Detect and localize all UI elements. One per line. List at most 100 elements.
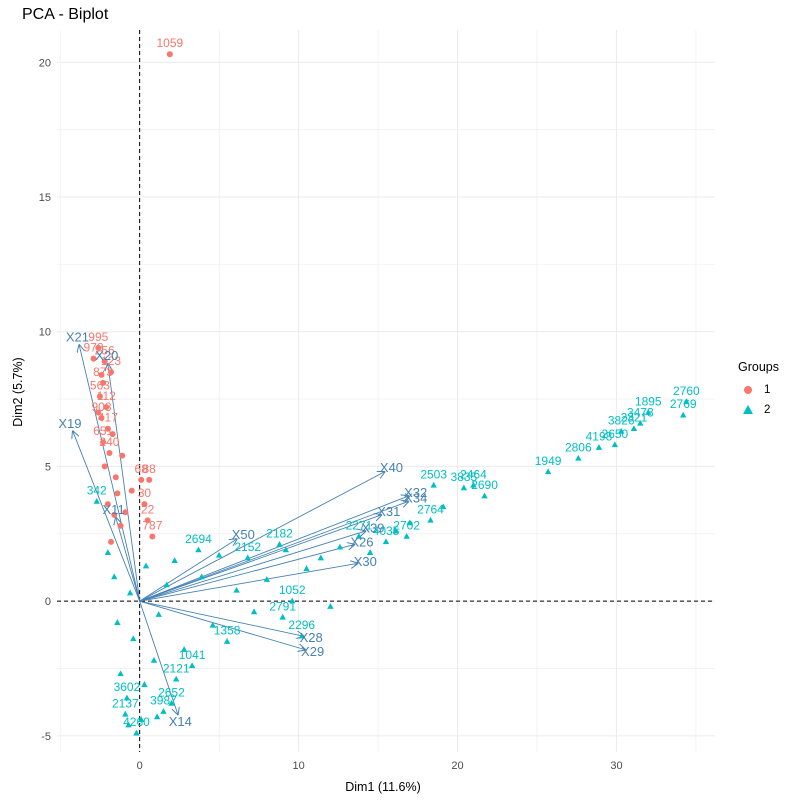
data-point bbox=[680, 411, 687, 418]
data-point bbox=[133, 729, 140, 736]
point-label: 2271 bbox=[346, 518, 373, 532]
data-point bbox=[630, 425, 638, 432]
point-label: 2464 bbox=[460, 467, 487, 481]
legend-title: Groups bbox=[738, 360, 779, 374]
variable-arrow bbox=[139, 472, 385, 602]
data-point bbox=[117, 670, 124, 677]
point-label: 1358 bbox=[214, 624, 241, 638]
point-label: 2296 bbox=[288, 618, 315, 632]
variable-label: X21 bbox=[66, 329, 89, 344]
data-point bbox=[144, 517, 151, 524]
data-point bbox=[141, 681, 148, 687]
variable-label: X28 bbox=[300, 630, 323, 645]
data-point bbox=[104, 425, 111, 432]
point-label: 2769 bbox=[670, 397, 697, 411]
point-label: 4198 bbox=[586, 430, 613, 444]
data-point bbox=[90, 355, 97, 362]
point-label: 1052 bbox=[279, 583, 306, 597]
data-point bbox=[100, 379, 107, 386]
point-label: 873 bbox=[93, 365, 113, 379]
data-point bbox=[98, 414, 105, 421]
data-point bbox=[112, 474, 119, 481]
variable-label: X30 bbox=[354, 554, 377, 569]
variable-arrow bbox=[139, 539, 237, 602]
data-point bbox=[166, 51, 173, 58]
variable-arrow bbox=[139, 515, 382, 602]
data-point bbox=[198, 573, 205, 580]
x-tick-label: 20 bbox=[451, 760, 463, 772]
y-tick-label: 10 bbox=[39, 327, 51, 339]
data-point bbox=[611, 441, 619, 448]
y-tick-label: 20 bbox=[39, 57, 51, 69]
point-label: 995 bbox=[88, 330, 108, 344]
point-label: 1059 bbox=[156, 36, 183, 50]
data-point bbox=[160, 708, 167, 714]
point-label: 417 bbox=[98, 411, 118, 425]
data-point bbox=[470, 481, 477, 488]
x-tick-label: 30 bbox=[610, 760, 622, 772]
data-point bbox=[122, 710, 129, 717]
point-label: 3987 bbox=[150, 694, 177, 708]
variable-label: X20 bbox=[95, 348, 118, 363]
legend-entry-1: 1 bbox=[738, 380, 779, 400]
data-point bbox=[544, 468, 552, 475]
data-point bbox=[645, 409, 652, 415]
point-label: 112 bbox=[97, 389, 116, 403]
data-point bbox=[215, 551, 223, 558]
data-point bbox=[111, 573, 118, 580]
data-point bbox=[392, 527, 399, 534]
variable-arrow bbox=[139, 563, 358, 602]
data-point bbox=[279, 613, 286, 620]
point-label: 3602 bbox=[114, 680, 141, 694]
data-point bbox=[180, 646, 188, 652]
data-point bbox=[93, 497, 100, 504]
variable-label: X34 bbox=[404, 491, 427, 506]
variable-arrow bbox=[139, 496, 409, 602]
point-label: 2760 bbox=[673, 384, 700, 398]
data-point bbox=[153, 713, 161, 720]
axis-ticks: 0 10 20 30 -5 0 5 10 15 20 bbox=[39, 57, 623, 772]
legend: Groups 1 2 bbox=[738, 360, 779, 420]
data-point bbox=[382, 538, 390, 545]
data-point bbox=[195, 546, 202, 553]
data-point bbox=[126, 589, 134, 596]
data-point bbox=[173, 675, 180, 682]
legend-label-2: 2 bbox=[764, 404, 771, 416]
data-point bbox=[163, 581, 170, 588]
data-point bbox=[106, 449, 113, 456]
data-point bbox=[104, 501, 111, 508]
variable-label: X29 bbox=[301, 644, 324, 659]
data-point bbox=[130, 635, 137, 642]
legend-entry-2: 2 bbox=[738, 400, 779, 420]
data-point bbox=[276, 541, 283, 547]
variable-label: X11 bbox=[103, 502, 125, 517]
point-label: 2152 bbox=[234, 540, 261, 554]
data-point bbox=[100, 439, 107, 446]
point-label: 68 bbox=[135, 462, 149, 476]
data-point bbox=[188, 662, 196, 669]
x-axis-label: Dim1 (11.6%) bbox=[345, 780, 420, 794]
variable-label: X14 bbox=[169, 714, 192, 729]
data-point bbox=[108, 369, 115, 376]
point-label: 2137 bbox=[112, 696, 139, 710]
data-point bbox=[95, 344, 102, 351]
data-point bbox=[403, 532, 410, 539]
legend-triangle-icon bbox=[738, 400, 758, 420]
y-tick-label: 15 bbox=[39, 192, 51, 204]
data-point bbox=[123, 694, 131, 701]
grid-layer bbox=[57, 30, 715, 752]
chart-title: PCA - Biplot bbox=[22, 6, 109, 23]
point-label: 563 bbox=[90, 378, 110, 392]
y-axis-label: Dim2 (5.7%) bbox=[11, 357, 25, 426]
point-label: 2503 bbox=[420, 467, 447, 481]
point-label: 2121 bbox=[163, 661, 190, 675]
data-point bbox=[327, 603, 334, 609]
point-label: 2764 bbox=[417, 502, 444, 516]
data-point bbox=[637, 419, 644, 426]
data-point bbox=[209, 621, 216, 628]
data-point bbox=[122, 509, 129, 516]
data-point bbox=[101, 358, 108, 365]
data-point bbox=[114, 619, 121, 625]
data-point bbox=[146, 476, 153, 483]
